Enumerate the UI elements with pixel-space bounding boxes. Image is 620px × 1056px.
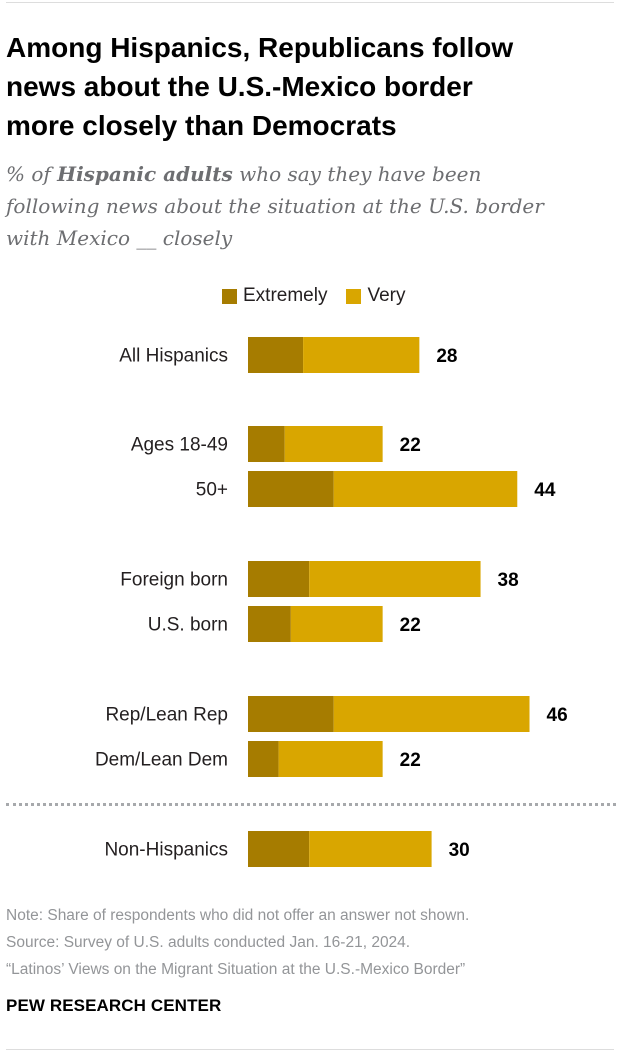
top-rule — [6, 2, 614, 3]
subtitle-line-1-rest: who say they have been — [232, 162, 482, 186]
brand-logo-text: PEW RESEARCH CENTER — [6, 996, 222, 1015]
category-label-u-s-born: U.S. born — [148, 615, 228, 636]
subtitle-bold: Hispanic adults — [57, 162, 233, 186]
bar-extremely-all-hispanics — [248, 337, 304, 373]
bar-extremely-rep-lean-rep — [248, 696, 334, 732]
total-label-ages-18-49: 22 — [400, 435, 421, 456]
bar-very-foreign-born — [309, 561, 481, 597]
footnote-note: Note: Share of respondents who did not o… — [6, 907, 470, 924]
total-label-50: 44 — [534, 480, 556, 501]
category-label-ages-18-49: Ages 18-49 — [131, 435, 228, 456]
bar-extremely-u-s-born — [248, 606, 291, 642]
bar-extremely-dem-lean-dem — [248, 741, 279, 777]
bar-extremely-ages-18-49 — [248, 426, 285, 462]
bar-very-50 — [333, 471, 518, 507]
bar-very-u-s-born — [290, 606, 383, 642]
bar-extremely-foreign-born — [248, 561, 310, 597]
total-label-u-s-born: 22 — [400, 615, 421, 636]
bar-very-dem-lean-dem — [278, 741, 383, 777]
legend-label-very: Very — [367, 285, 406, 306]
category-label-dem-lean-dem: Dem/Lean Dem — [95, 750, 228, 771]
category-label-all-hispanics: All Hispanics — [119, 346, 228, 367]
total-label-all-hispanics: 28 — [436, 346, 457, 367]
legend-item-extremely: Extremely — [222, 285, 327, 307]
bottom-rule — [6, 1049, 614, 1050]
subtitle-line-2: following news about the situation at th… — [6, 194, 544, 218]
total-label-non-hispanics: 30 — [449, 840, 470, 861]
legend-item-very: Very — [346, 285, 406, 307]
legend-swatch-very — [346, 288, 362, 304]
category-label-50: 50+ — [196, 480, 228, 501]
category-label-foreign-born: Foreign born — [120, 570, 228, 591]
subtitle-line-3: with Mexico __ closely — [6, 226, 233, 250]
footnote-report: “Latinos’ Views on the Migrant Situation… — [6, 961, 466, 978]
category-label-non-hispanics: Non-Hispanics — [104, 840, 228, 861]
legend-swatch-extremely — [222, 288, 237, 304]
title-line-3: more closely than Democrats — [6, 110, 397, 141]
bar-extremely-50 — [248, 471, 334, 507]
chart-subtitle: % of Hispanic adults who say they have b… — [6, 158, 606, 254]
chart-legend: Extremely Very — [222, 283, 425, 309]
bar-extremely-non-hispanics — [248, 831, 310, 867]
title-line-2: news about the U.S.-Mexico border — [6, 71, 473, 102]
bar-very-non-hispanics — [309, 831, 432, 867]
group-divider — [6, 803, 616, 806]
title-line-1: Among Hispanics, Republicans follow — [6, 32, 514, 63]
category-label-rep-lean-rep: Rep/Lean Rep — [105, 705, 228, 726]
total-label-foreign-born: 38 — [498, 570, 519, 591]
total-label-dem-lean-dem: 22 — [400, 750, 421, 771]
bar-very-all-hispanics — [303, 337, 420, 373]
footnote-source: Source: Survey of U.S. adults conducted … — [6, 934, 411, 951]
bar-very-rep-lean-rep — [333, 696, 530, 732]
chart-title: Among Hispanics, Republicans follow news… — [6, 28, 606, 145]
subtitle-prefix: % of — [6, 162, 58, 186]
total-label-rep-lean-rep: 46 — [547, 705, 568, 726]
bar-very-ages-18-49 — [284, 426, 383, 462]
legend-label-extremely: Extremely — [243, 285, 328, 306]
